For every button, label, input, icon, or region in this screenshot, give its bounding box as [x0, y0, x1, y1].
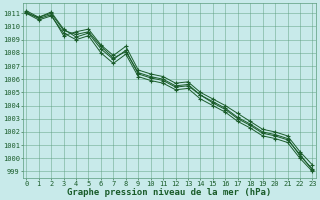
- X-axis label: Graphe pression niveau de la mer (hPa): Graphe pression niveau de la mer (hPa): [67, 188, 271, 197]
